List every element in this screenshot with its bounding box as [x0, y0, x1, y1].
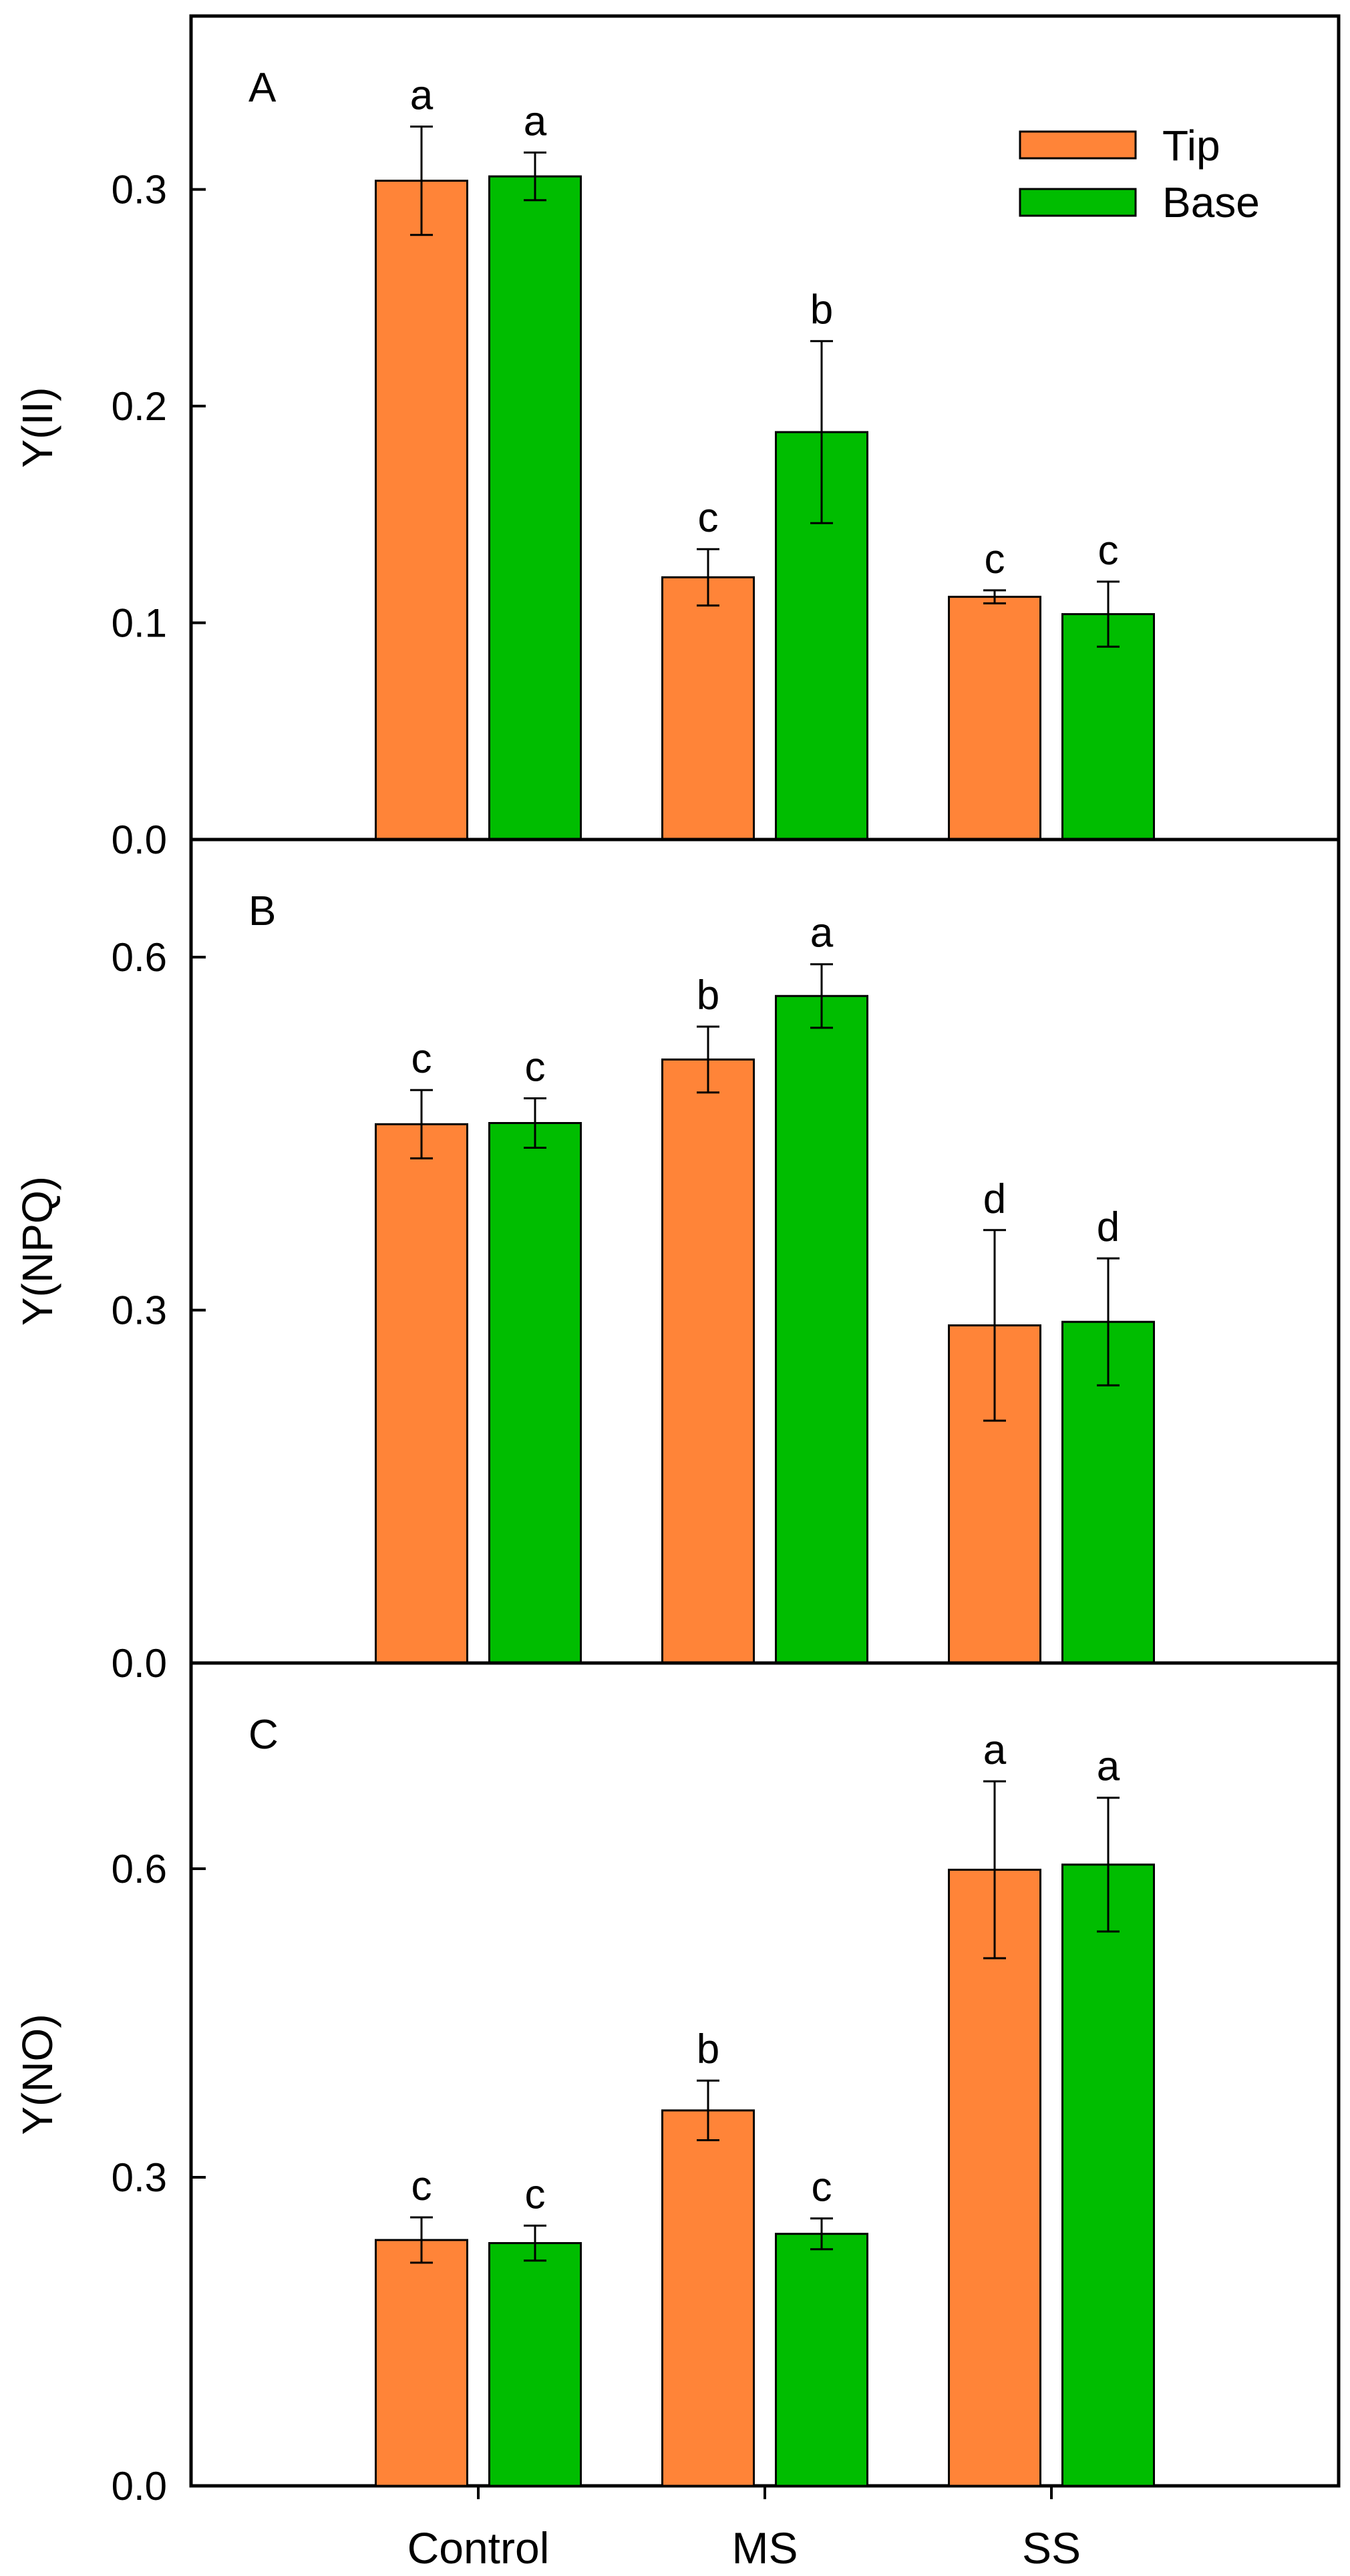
panel-b-tip-ss-significance-letter: d — [983, 1176, 1006, 1222]
panel-b-letter: B — [248, 888, 276, 934]
panel-b: B Y(NPQ) 0.0 0.3 0.6 c b d c a d — [13, 838, 1341, 1686]
panel-c-base-ss-bar — [1061, 1863, 1155, 2487]
legend-swatch-base — [1019, 188, 1137, 217]
x-label-ms: MS — [732, 2523, 798, 2573]
panel-b-base-ms-significance-letter: a — [810, 910, 834, 956]
panel-c-base-ss-significance-letter: a — [1097, 1744, 1120, 1790]
panel-c-tip-control-significance-letter: c — [411, 2163, 432, 2209]
panel-b-y-tick-label-2: 0.6 — [112, 935, 167, 980]
panel-c-y-tick-label-0: 0.0 — [112, 2464, 167, 2509]
panel-c: C Y(NO) 0.0 0.3 0.6 c b a c c a — [13, 1661, 1341, 2509]
legend-label-base: Base — [1162, 178, 1260, 226]
panel-a: A Y(II) 0.0 0.1 0.2 0.3 a c c a b c Tip Base — [13, 14, 1341, 862]
panel-c-tip-control-bar — [375, 2239, 468, 2487]
legend-label-tip: Tip — [1162, 122, 1220, 170]
legend-swatch-tip — [1019, 130, 1137, 160]
panel-b-base-ss-significance-letter: d — [1097, 1204, 1120, 1250]
panel-a-tip-ss-significance-letter: c — [985, 536, 1005, 582]
panel-c-base-control-bar — [488, 2242, 582, 2487]
panel-c-y-tick-label-2: 0.6 — [112, 1847, 167, 1891]
panel-b-tip-control-significance-letter: c — [411, 1036, 432, 1082]
panel-a-tip-control-bar — [375, 180, 468, 841]
panel-a-tip-control-significance-letter: a — [410, 72, 434, 118]
panel-a-base-control-significance-letter: a — [524, 98, 547, 144]
panel-c-base-ms-bar — [775, 2233, 868, 2487]
panel-b-tip-ms-bar — [661, 1058, 755, 1664]
panel-a-letter: A — [248, 65, 277, 111]
panel-b-base-control-bar — [488, 1122, 582, 1664]
panel-a-tip-ms-significance-letter: c — [698, 495, 719, 541]
panel-c-y-axis-label: Y(NO) — [13, 2014, 61, 2135]
panel-c-base-control-significance-letter: c — [525, 2171, 546, 2217]
panel-b-base-control-significance-letter: c — [525, 1045, 546, 1091]
panel-a-y-tick-label-0: 0.0 — [112, 817, 167, 862]
panel-b-tip-control-bar — [375, 1123, 468, 1664]
x-label-control: Control — [407, 2523, 550, 2573]
panel-c-tip-ms-bar — [661, 2109, 755, 2487]
legend: Tip Base — [1019, 122, 1260, 226]
panel-c-y-tick-label-1: 0.3 — [112, 2155, 167, 2200]
x-label-ss: SS — [1022, 2523, 1081, 2573]
panel-a-tip-ms-bar — [661, 576, 755, 841]
x-axis: Control MS SS — [407, 2486, 1081, 2573]
panel-b-tip-ms-significance-letter: b — [697, 972, 719, 1019]
panel-c-letter: C — [248, 1712, 279, 1758]
panel-a-y-tick-label-2: 0.2 — [112, 384, 167, 429]
panel-a-tip-ss-bar — [948, 596, 1041, 841]
panel-c-tip-ms-significance-letter: b — [697, 2026, 719, 2072]
panel-a-y-axis-label: Y(II) — [13, 387, 61, 468]
panel-a-base-control-bar — [488, 175, 582, 841]
panel-a-y-tick-label-1: 0.1 — [112, 601, 167, 646]
panel-c-base-ms-significance-letter: c — [812, 2165, 832, 2211]
panel-b-y-axis-label: Y(NPQ) — [13, 1176, 61, 1326]
panel-b-y-tick-label-1: 0.3 — [112, 1288, 167, 1333]
panel-a-base-ss-significance-letter: c — [1098, 528, 1119, 574]
panel-c-tip-ss-significance-letter: a — [983, 1727, 1007, 1773]
panel-b-y-tick-label-0: 0.0 — [112, 1641, 167, 1686]
panel-b-base-ms-bar — [775, 994, 868, 1664]
panel-a-base-ss-bar — [1061, 613, 1155, 841]
panel-a-base-ms-significance-letter: b — [810, 287, 833, 333]
panel-a-y-tick-label-3: 0.3 — [112, 168, 167, 212]
panel-c-tip-ss-bar — [948, 1869, 1041, 2487]
